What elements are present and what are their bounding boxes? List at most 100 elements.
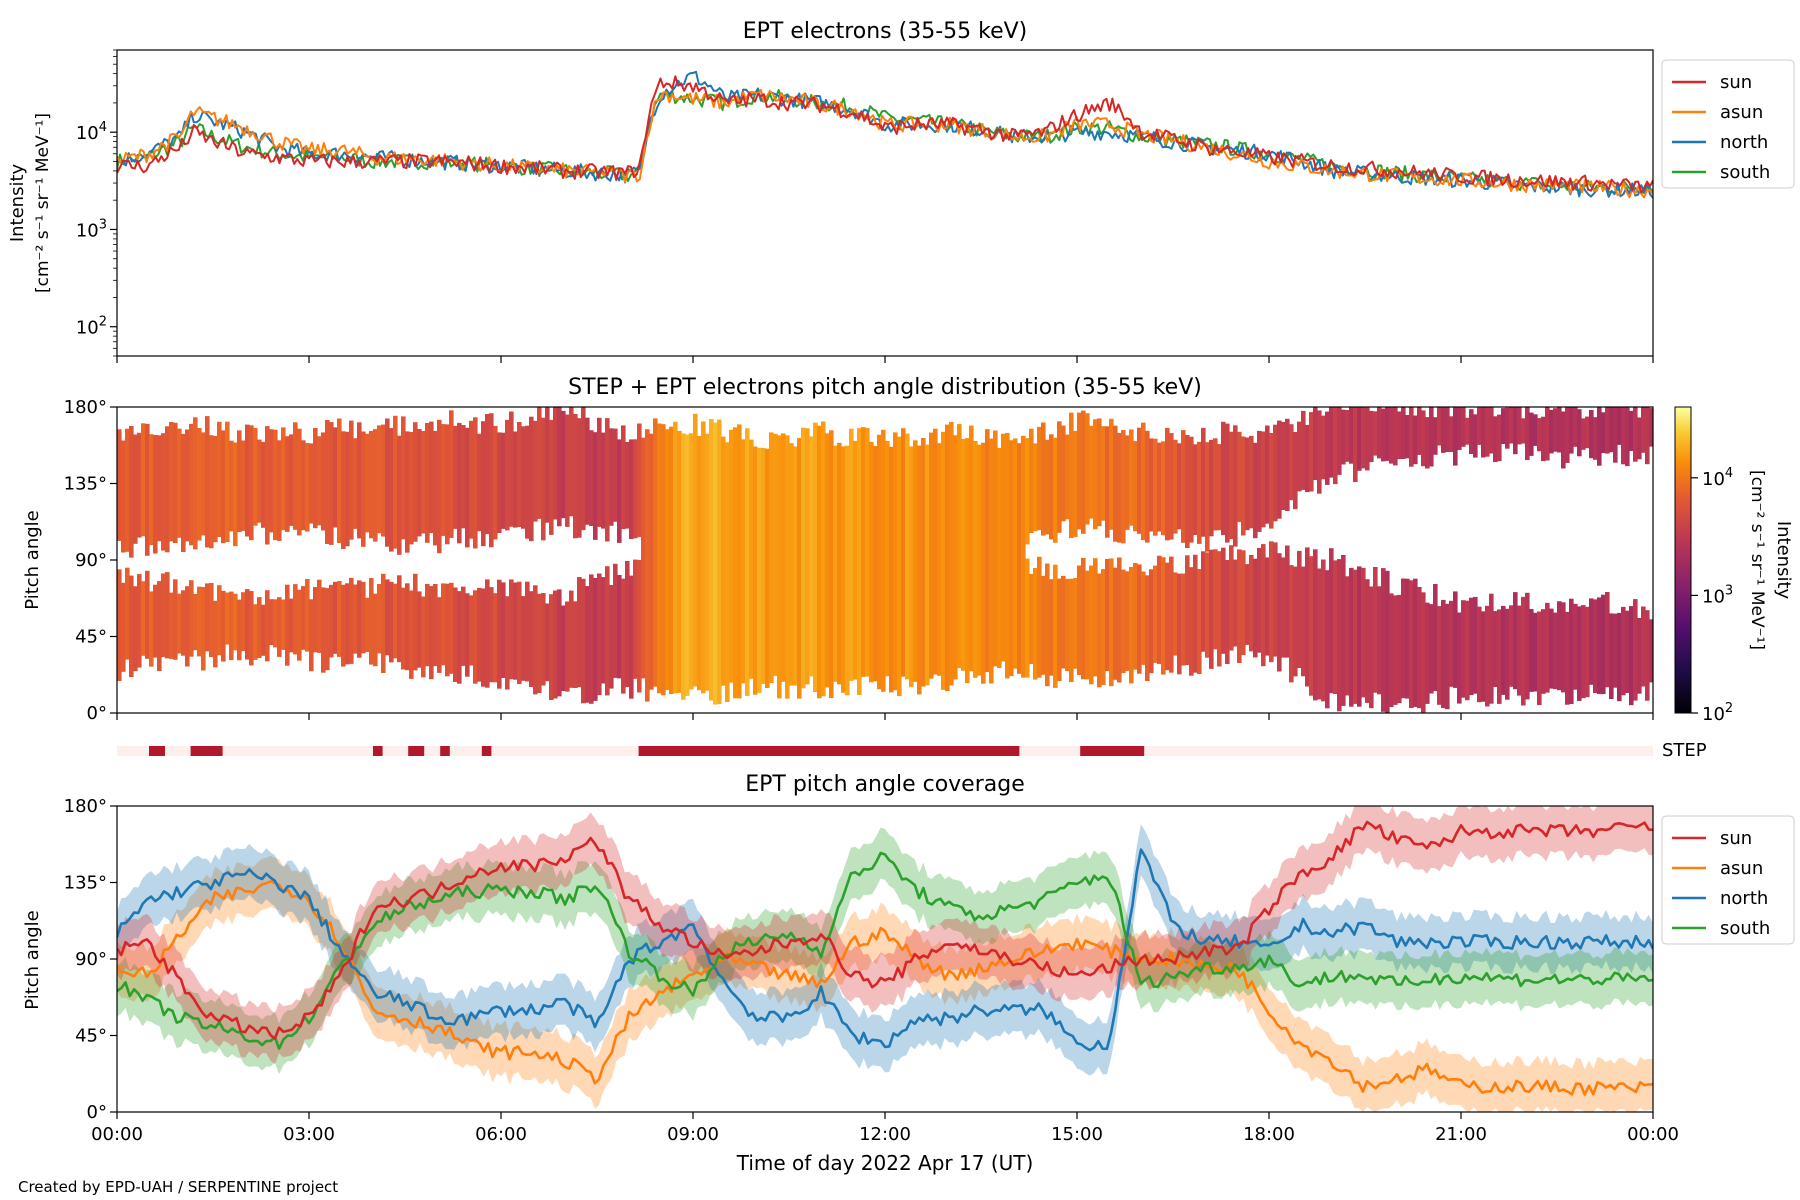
- pad-cell: [1437, 407, 1442, 446]
- pad-cell: [161, 433, 166, 551]
- pad-cell: [161, 573, 166, 658]
- pad-cell: [917, 445, 922, 695]
- pad-cell: [1301, 410, 1306, 490]
- pad-cell: [641, 437, 646, 679]
- pad-cell: [1005, 432, 1010, 679]
- pad-cell: [353, 584, 358, 654]
- pad-cell: [1405, 578, 1410, 699]
- pad-cell: [297, 428, 302, 536]
- pad-cell: [1573, 603, 1578, 690]
- pad-cell: [221, 590, 226, 662]
- pad-cell: [1057, 421, 1062, 533]
- pad-cell: [1345, 576, 1350, 696]
- coverage-y-ticks: 0° 45° 90° 135° 180°: [64, 796, 117, 1123]
- y-tick-label: 135°: [64, 873, 107, 894]
- pad-cell: [801, 427, 806, 689]
- pad-cell: [1589, 410, 1594, 459]
- pad-cell: [1573, 407, 1578, 447]
- pad-cell: [693, 413, 698, 687]
- pad-cell: [1605, 407, 1610, 454]
- pad-cell: [1593, 417, 1598, 460]
- pad-cell: [1329, 548, 1334, 694]
- pad-cell: [1181, 430, 1186, 543]
- pad-cell: [209, 583, 214, 657]
- pad-cell: [857, 428, 862, 695]
- pad-cell: [205, 583, 210, 652]
- pad-cell: [1357, 566, 1362, 707]
- pad-cell: [1349, 567, 1354, 707]
- pad-cell: [685, 434, 690, 696]
- x-tick-label: 12:00: [859, 1124, 911, 1145]
- pad-cell: [1113, 425, 1118, 542]
- pad-cell: [1581, 418, 1586, 450]
- pad-cell: [1353, 569, 1358, 704]
- pad-cell: [1569, 407, 1574, 454]
- pad-cell: [1309, 556, 1314, 696]
- pad-cell: [329, 584, 334, 658]
- pad-cell: [1173, 572, 1178, 656]
- pad-cell: [1429, 407, 1434, 467]
- pad-cell: [865, 427, 870, 677]
- pad-cell: [221, 430, 226, 544]
- pad-cell: [473, 417, 478, 549]
- pad-cell: [353, 438, 358, 529]
- pad-cell: [1145, 430, 1150, 543]
- pad-cell: [277, 597, 282, 657]
- legend-label-south: south: [1720, 918, 1770, 939]
- pad-cell: [1549, 409, 1554, 454]
- pad-cell: [1081, 410, 1086, 534]
- pad-cell: [1517, 407, 1522, 445]
- pad-cell: [617, 439, 622, 543]
- pad-cell: [133, 586, 138, 672]
- pad-cell: [1089, 425, 1094, 519]
- pad-cell: [1465, 600, 1470, 701]
- pad-cell: [1041, 422, 1046, 536]
- pad-cell: [1581, 605, 1586, 699]
- pad-cell: [1033, 443, 1038, 532]
- pad-cell: [1077, 565, 1082, 676]
- pad-cell: [1093, 419, 1098, 530]
- pad-cell: [1317, 568, 1322, 700]
- pad-cell: [1585, 606, 1590, 698]
- pad-cell: [505, 596, 510, 690]
- pad-cell: [1221, 547, 1226, 654]
- pad-cell: [325, 420, 330, 544]
- pad-cell: [409, 432, 414, 545]
- pad-cell: [1545, 407, 1550, 461]
- pad-cell: [1333, 407, 1338, 485]
- pad-cell: [1365, 579, 1370, 703]
- pad-cell: [989, 438, 994, 684]
- pad-cell: [1301, 566, 1306, 677]
- pad-cell: [137, 432, 142, 538]
- pad-cell: [1529, 609, 1534, 692]
- intensity-y-ticks: 102 103 104: [76, 49, 117, 357]
- pad-cell: [1025, 558, 1030, 678]
- coverage-x-ticks: 00:00 03:00 06:00 09:00 12:00 15:00 18:00 21:00…: [91, 1112, 1679, 1145]
- pad-cell: [1233, 559, 1238, 647]
- pad-cell: [1613, 407, 1618, 463]
- pad-cell: [1133, 441, 1138, 532]
- pad-cell: [1185, 435, 1190, 548]
- pad-cell: [321, 587, 326, 673]
- pad-cell: [541, 417, 546, 541]
- pad-cell: [1537, 418, 1542, 452]
- pad-cell: [549, 594, 554, 700]
- coverage-band-sun: [117, 806, 1653, 1065]
- pad-cell: [521, 426, 526, 529]
- pad-cell: [1637, 618, 1642, 694]
- y-tick-label: 135°: [64, 474, 107, 495]
- pad-cell: [301, 440, 306, 531]
- pad-cell: [1049, 434, 1054, 540]
- pad-cell: [997, 447, 1002, 668]
- pad-cell: [993, 430, 998, 667]
- pad-cell: [813, 422, 818, 692]
- pad-cell: [521, 596, 526, 681]
- pad-cell: [181, 433, 186, 552]
- pad-cell: [1217, 551, 1222, 667]
- intensity-line-asun: [117, 88, 1653, 199]
- pad-cell: [309, 599, 314, 672]
- pad-cell: [1517, 605, 1522, 696]
- pad-cell: [577, 577, 582, 688]
- pad-cell: [1057, 578, 1062, 681]
- pad-cell: [453, 587, 458, 682]
